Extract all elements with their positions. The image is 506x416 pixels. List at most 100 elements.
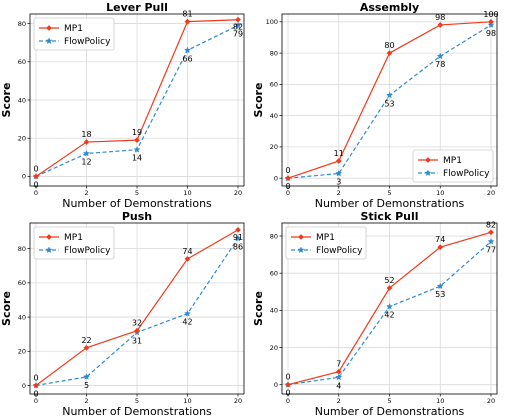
data-label-flowpolicy: 79 <box>233 29 243 38</box>
legend: MP1 FlowPolicy <box>285 226 367 260</box>
data-point-mp1 <box>235 16 241 23</box>
chart-title: Push <box>122 210 152 223</box>
y-tick-label: 0 <box>22 173 26 181</box>
data-label-flowpolicy: 53 <box>384 99 394 108</box>
legend-box <box>412 149 494 183</box>
legend-marker-flowpolicy <box>45 246 53 253</box>
data-point-flowpolicy <box>184 46 191 54</box>
x-axis-label: Number of Demonstrations <box>315 405 465 416</box>
data-label-mp1: 11 <box>334 149 344 158</box>
legend-label-flowpolicy: FlowPolicy <box>316 246 363 256</box>
legend-marker-mp1 <box>425 157 431 163</box>
x-tick-label: 20 <box>234 397 242 405</box>
legend: MP1 FlowPolicy <box>33 226 115 260</box>
x-tick-label: 2 <box>84 397 88 405</box>
legend-marker-mp1 <box>46 234 52 240</box>
data-label-mp1: 82 <box>486 220 496 229</box>
data-point-flowpolicy <box>487 237 495 245</box>
y-tick-label: 20 <box>270 344 278 352</box>
data-point-mp1 <box>134 137 140 144</box>
chart-panel-1: 0 2 5 10 20 0 20 40 60 80 100 Assembly Number of Dem… <box>252 1 499 210</box>
data-point-mp1 <box>285 381 291 388</box>
data-point-mp1 <box>83 139 90 145</box>
data-label-mp1: 74 <box>435 235 445 244</box>
x-tick-label: 2 <box>337 189 341 197</box>
legend-marker-flowpolicy <box>45 37 53 44</box>
y-tick-label: 80 <box>18 20 26 28</box>
data-point-mp1 <box>386 285 393 292</box>
y-tick-label: 40 <box>270 307 278 315</box>
data-label-flowpolicy: 0 <box>33 389 38 398</box>
data-point-mp1 <box>235 226 241 233</box>
y-axis-label: Score <box>252 83 265 118</box>
data-point-flowpolicy <box>436 52 444 60</box>
y-tick-label: 40 <box>270 112 278 120</box>
data-label-mp1: 91 <box>233 233 243 242</box>
data-point-flowpolicy <box>234 234 242 242</box>
legend-label-mp1: MP1 <box>443 156 462 166</box>
y-tick-label: 60 <box>270 269 278 277</box>
data-point-flowpolicy <box>133 146 141 153</box>
y-tick-label: 80 <box>18 245 26 253</box>
data-point-flowpolicy <box>335 169 343 177</box>
x-axis-label: Number of Demonstrations <box>315 197 465 210</box>
data-label-mp1: 80 <box>384 41 394 50</box>
data-point-mp1 <box>437 244 444 251</box>
data-label-mp1: 0 <box>285 166 290 175</box>
legend-marker-mp1 <box>46 25 52 31</box>
y-tick-label: 40 <box>18 96 26 104</box>
data-point-mp1 <box>134 327 140 334</box>
x-tick-label: 2 <box>337 397 341 405</box>
x-tick-label: 10 <box>183 397 191 405</box>
data-point-flowpolicy <box>386 91 393 99</box>
data-point-mp1 <box>33 173 39 180</box>
y-axis-label: Score <box>0 291 13 326</box>
legend-box <box>33 17 115 51</box>
data-label-mp1: 100 <box>483 10 498 19</box>
data-label-mp1: 98 <box>435 13 445 22</box>
data-point-mp1 <box>285 175 291 182</box>
data-label-flowpolicy: 31 <box>132 336 142 345</box>
y-tick-label: 20 <box>270 143 278 151</box>
y-tick-label: 80 <box>270 232 278 240</box>
legend-label-mp1: MP1 <box>64 233 83 243</box>
data-label-mp1: 32 <box>132 319 142 328</box>
data-label-flowpolicy: 0 <box>33 180 38 189</box>
data-point-mp1 <box>184 18 191 25</box>
legend-box <box>33 226 115 260</box>
legend-label-flowpolicy: FlowPolicy <box>443 169 490 179</box>
x-tick-label: 20 <box>487 189 495 197</box>
legend: MP1 FlowPolicy <box>33 17 115 51</box>
chart-title: Lever Pull <box>106 1 168 14</box>
x-axis-label: Number of Demonstrations <box>62 197 212 210</box>
y-tick-label: 60 <box>18 279 26 287</box>
x-tick-label: 2 <box>84 189 88 197</box>
chart-panel-0: 0 2 5 10 20 0 20 40 60 80 Lever Pull Number of Demo… <box>0 1 245 210</box>
data-label-mp1: 7 <box>336 360 341 369</box>
data-point-flowpolicy <box>436 282 444 290</box>
legend-label-mp1: MP1 <box>316 233 335 243</box>
data-point-mp1 <box>488 229 494 236</box>
data-point-mp1 <box>83 344 90 351</box>
y-tick-label: 40 <box>18 313 26 321</box>
data-label-mp1: 18 <box>81 130 91 139</box>
data-label-flowpolicy: 0 <box>285 182 290 191</box>
x-tick-label: 0 <box>286 397 290 405</box>
legend: MP1 FlowPolicy <box>412 149 494 183</box>
y-tick-label: 80 <box>270 49 278 57</box>
y-tick-label: 60 <box>270 81 278 89</box>
y-tick-label: 20 <box>18 135 26 143</box>
x-tick-label: 5 <box>387 397 391 405</box>
data-point-mp1 <box>386 50 393 57</box>
data-label-flowpolicy: 42 <box>182 318 192 327</box>
x-tick-label: 5 <box>135 397 139 405</box>
data-point-mp1 <box>184 255 191 262</box>
data-point-flowpolicy <box>83 373 90 380</box>
legend-marker-flowpolicy <box>297 246 305 253</box>
data-point-mp1 <box>335 158 342 164</box>
data-label-mp1: 52 <box>384 276 394 285</box>
x-tick-label: 10 <box>436 189 444 197</box>
legend-label-mp1: MP1 <box>64 24 83 34</box>
